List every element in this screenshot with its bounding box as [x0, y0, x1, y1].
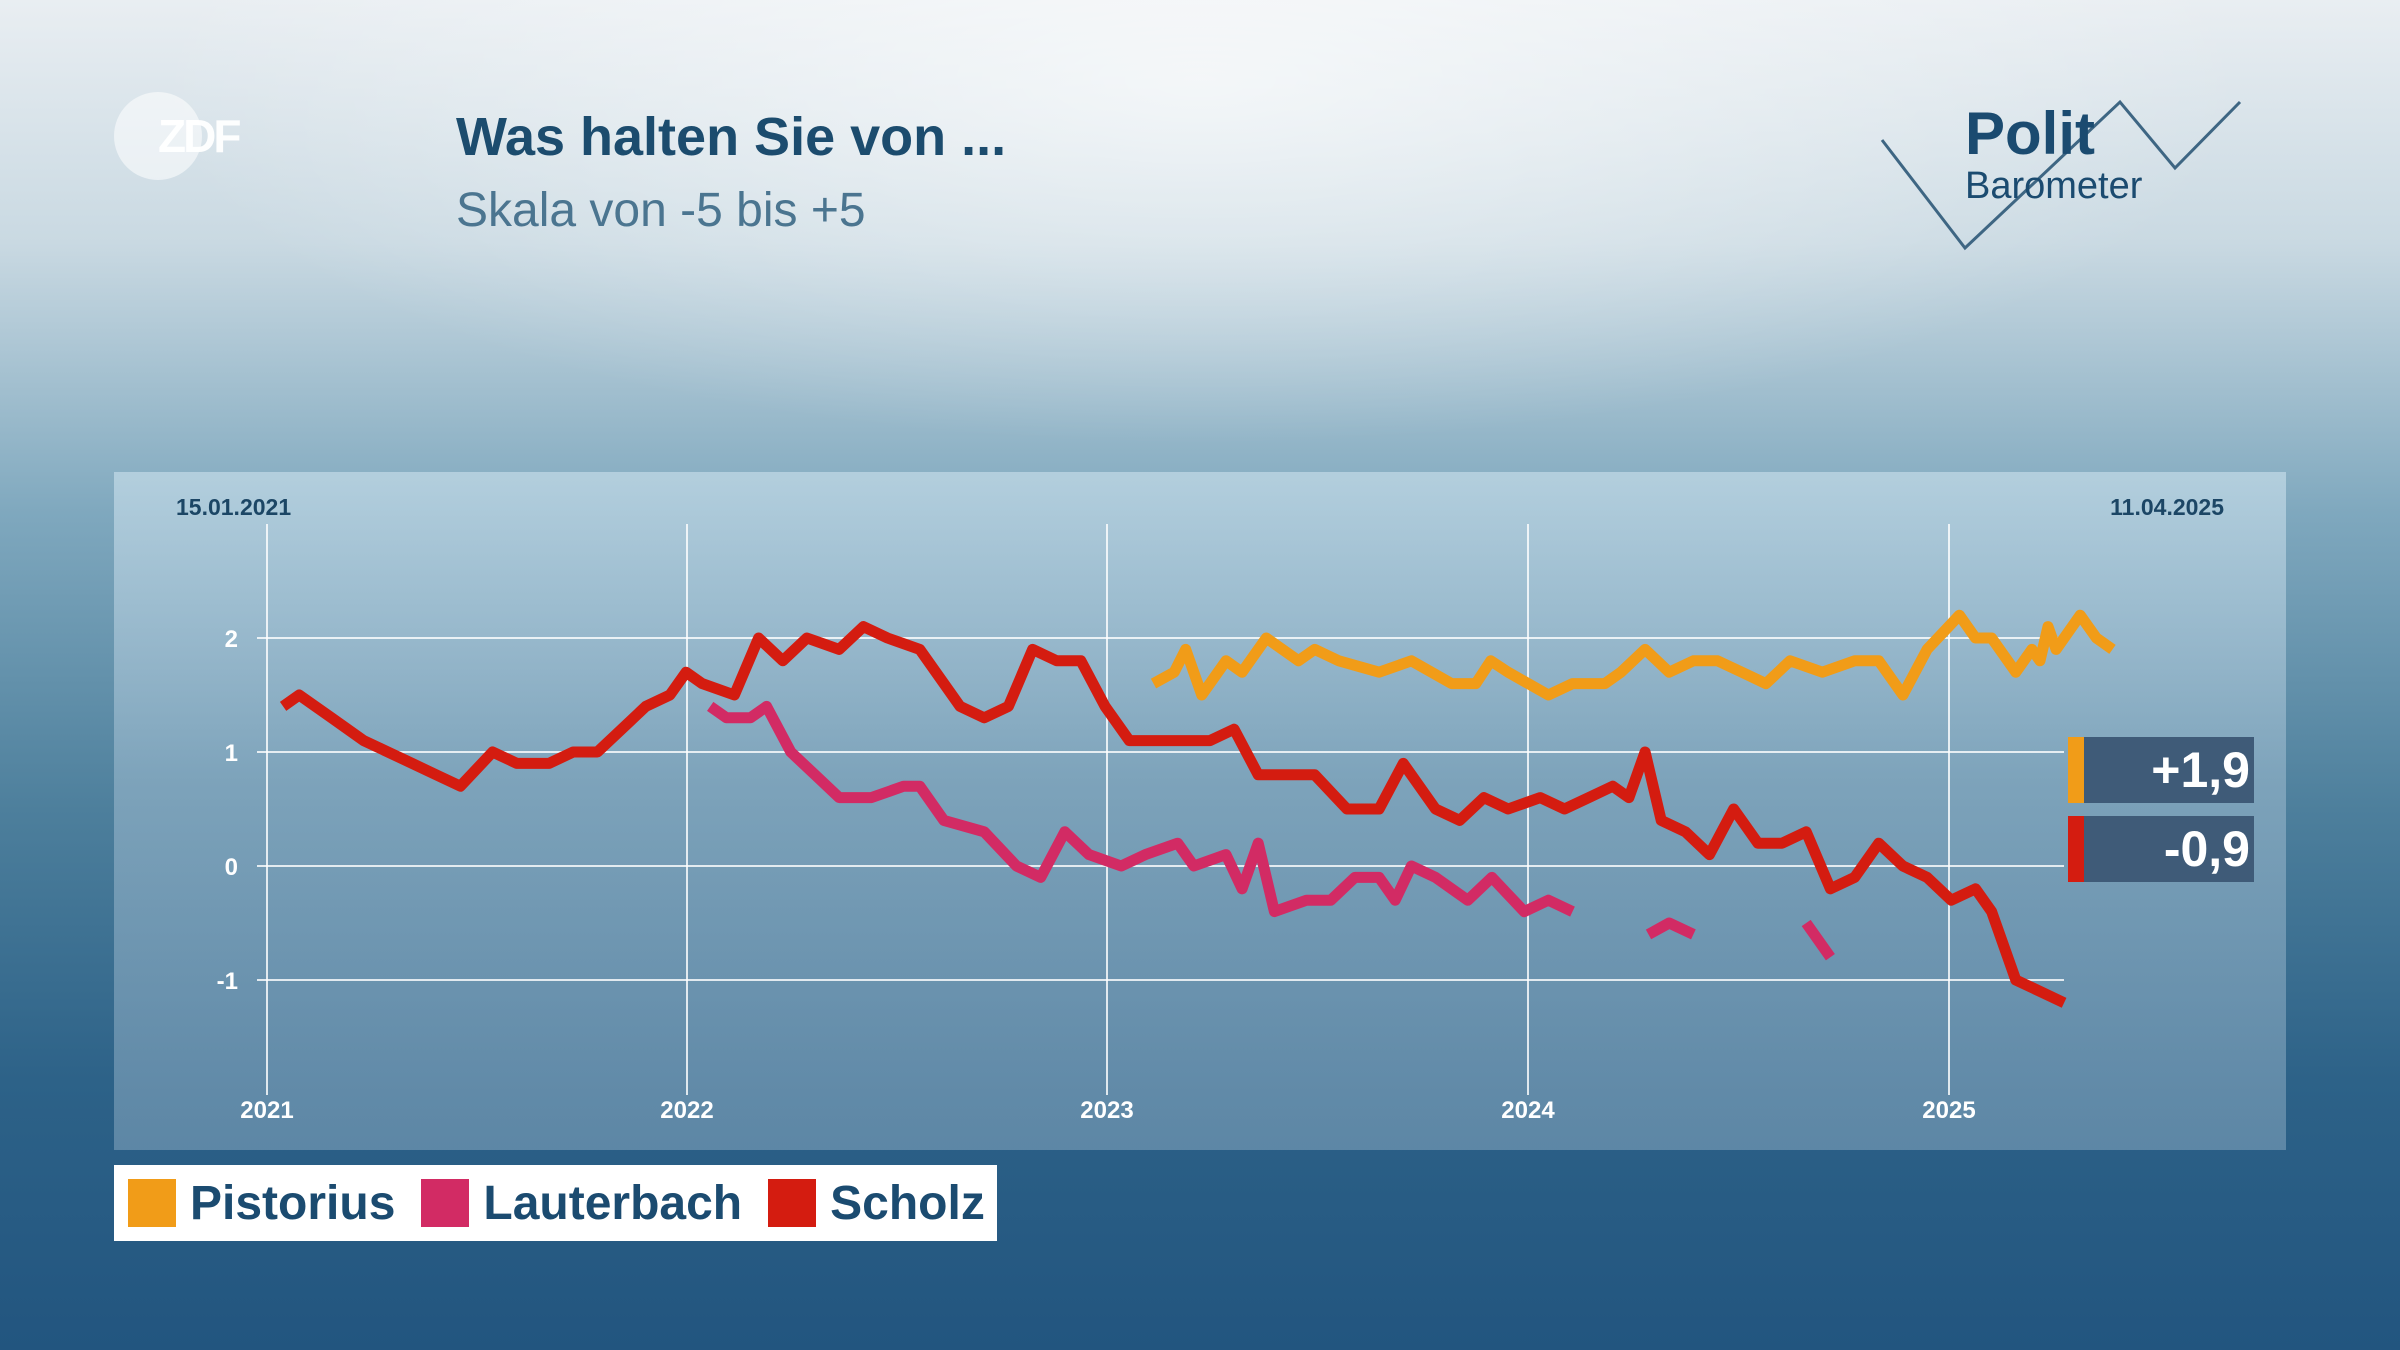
- zdf-logo: ZDF: [112, 88, 282, 184]
- x-tick-label: 2025: [1922, 1097, 1975, 1124]
- background-highlight: [0, 0, 2400, 470]
- y-tick-label: -1: [217, 968, 238, 995]
- legend-item-scholz: Scholz: [768, 1176, 985, 1231]
- date-end-label: 11.04.2025: [2110, 494, 2224, 520]
- line-chart: 2 1 0 -1 2021 2022 2023 2024 2025: [217, 524, 2116, 1124]
- legend-swatch: [128, 1179, 176, 1227]
- series-line-scholz: [279, 621, 2067, 1008]
- legend-label: Scholz: [830, 1176, 985, 1230]
- legend-item-lauterbach: Lauterbach: [421, 1176, 742, 1231]
- legend-label: Lauterbach: [483, 1176, 743, 1230]
- x-tick-label: 2021: [240, 1097, 293, 1124]
- end-value-badge-pistorius: +1,9: [2068, 737, 2254, 803]
- chart-subtitle: Skala von -5 bis +5: [456, 184, 866, 237]
- brand-text-1: Polit: [1965, 100, 2095, 167]
- y-tick-label: 0: [225, 854, 238, 881]
- series-line-lauterbach: [1801, 919, 1835, 961]
- chart-title: Was halten Sie von ...: [456, 107, 1007, 167]
- series-line-lauterbach: [1645, 917, 1696, 940]
- politbarometer-logo: Polit Barometer: [1870, 92, 2250, 262]
- legend-swatch: [421, 1179, 470, 1227]
- y-tick-label: 2: [225, 626, 238, 653]
- end-value-badge-scholz: -0,9: [2068, 816, 2254, 882]
- brand-text-2: Barometer: [1965, 165, 2143, 207]
- chart-panel: 2 1 0 -1 2021 2022 2023 2024 2025 15.01.2021 11.…: [114, 472, 2286, 1150]
- end-value-text: +1,9: [2151, 742, 2250, 798]
- series-line-pistorius: [1150, 609, 2116, 701]
- badge-color-bar: [2068, 816, 2084, 882]
- y-tick-label: 1: [225, 740, 238, 767]
- legend-label: Pistorius: [190, 1176, 396, 1230]
- chart-legend: Pistorius Lauterbach Scholz: [114, 1165, 997, 1241]
- end-value-text: -0,9: [2163, 821, 2250, 877]
- logo-text: ZDF: [158, 110, 240, 162]
- x-tick-label: 2024: [1501, 1097, 1555, 1124]
- date-start-label: 15.01.2021: [176, 494, 292, 520]
- x-tick-label: 2023: [1080, 1097, 1133, 1124]
- badge-color-bar: [2068, 737, 2084, 803]
- legend-swatch: [768, 1179, 817, 1227]
- series-line-lauterbach: [707, 700, 1575, 918]
- x-tick-label: 2022: [660, 1097, 713, 1124]
- legend-item-pistorius: Pistorius: [128, 1176, 395, 1231]
